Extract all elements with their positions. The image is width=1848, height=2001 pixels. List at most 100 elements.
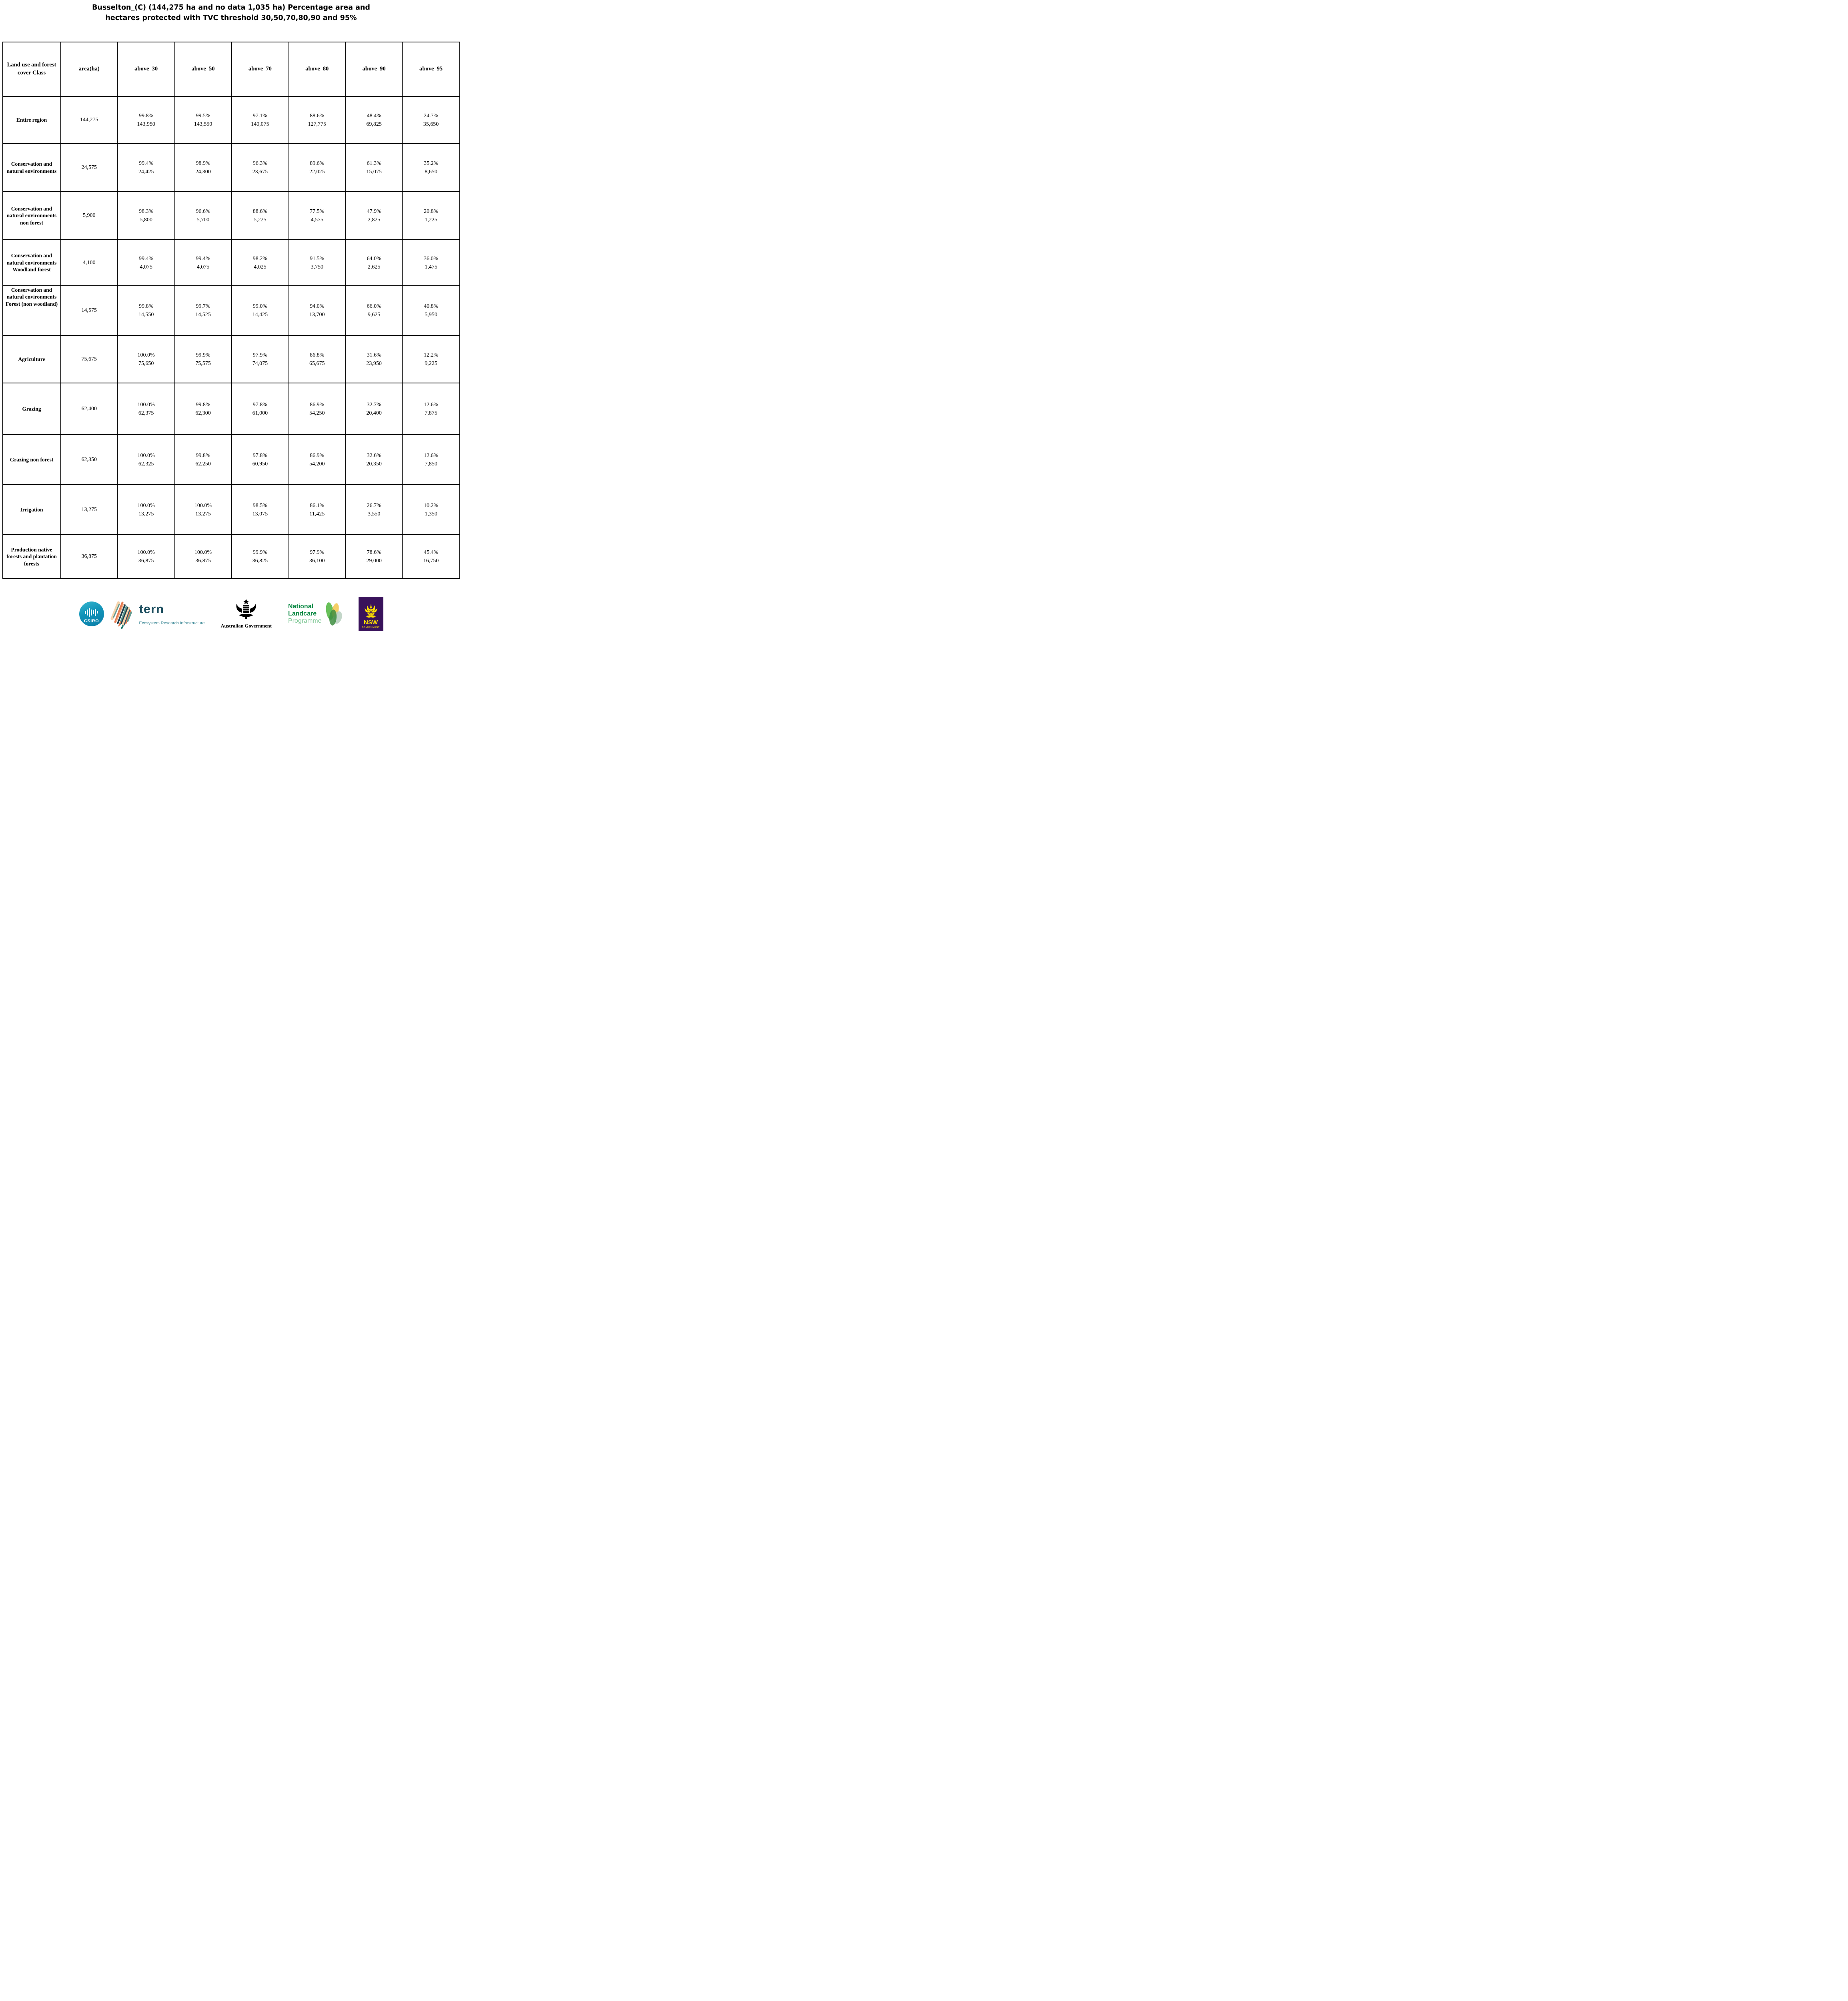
data-cell: 48.4% 69,825 <box>345 96 403 144</box>
row-label: Agriculture <box>2 335 61 383</box>
row-label: Conservation and natural environments Fo… <box>2 285 61 336</box>
logo-footer: CSIRO tern Ecosystem Research Infra <box>0 595 462 632</box>
data-cell: 100.0% 13,275 <box>117 484 175 535</box>
nsw-label: NSW <box>364 619 378 626</box>
data-cell: 98.3% 5,800 <box>117 191 175 240</box>
coat-of-arms-icon <box>236 599 256 619</box>
nlp-label-line3: Programme <box>288 617 322 624</box>
column-header-2: above_30 <box>117 42 175 97</box>
data-cell: 99.0% 14,425 <box>231 285 289 336</box>
row-label: Conservation and natural environments Wo… <box>2 239 61 286</box>
csiro-waveform-icon <box>85 607 98 618</box>
data-cell: 96.6% 5,700 <box>174 191 232 240</box>
data-cell: 99.5% 143,550 <box>174 96 232 144</box>
table-row-8: Irrigation 13,275 100.0% 13,275 100.0% 13,275… <box>2 484 460 535</box>
row-label: Irrigation <box>2 484 61 535</box>
data-cell: 10.2% 1,350 <box>402 484 460 535</box>
table-row-1: Conservation and natural environments 24,… <box>2 143 460 192</box>
data-cell: 47.9% 2,825 <box>345 191 403 240</box>
table-header-row: Land use and forest cover Class area(ha) a… <box>2 42 460 97</box>
data-cell: 99.4% 4,075 <box>117 239 175 286</box>
data-cell: 66.0% 9,625 <box>345 285 403 336</box>
data-cell: 20.8% 1,225 <box>402 191 460 240</box>
landcare-leaves-icon <box>326 602 342 626</box>
tern-subtitle: Ecosystem Research Infrastructure <box>139 620 205 626</box>
row-label: Production native forests and plantation… <box>2 534 61 579</box>
data-cell: 32.6% 20,350 <box>345 434 403 485</box>
data-cell: 98.5% 13,075 <box>231 484 289 535</box>
csiro-logo: CSIRO <box>79 602 104 626</box>
area-cell: 144,275 <box>60 96 118 144</box>
area-cell: 62,400 <box>60 383 118 435</box>
data-cell: 86.9% 54,250 <box>288 383 346 435</box>
table-row-0: Entire region 144,275 99.8% 143,950 99.5% 143… <box>2 96 460 144</box>
data-cell: 97.8% 61,000 <box>231 383 289 435</box>
data-cell: 88.6% 5,225 <box>231 191 289 240</box>
data-cell: 77.5% 4,575 <box>288 191 346 240</box>
waratah-icon <box>364 604 377 618</box>
area-cell: 75,675 <box>60 335 118 383</box>
data-cell: 89.6% 22,025 <box>288 143 346 192</box>
data-cell: 96.3% 23,675 <box>231 143 289 192</box>
australian-government-logo: Australian Government <box>220 599 272 629</box>
data-cell: 99.8% 62,300 <box>174 383 232 435</box>
data-cell: 86.8% 65,675 <box>288 335 346 383</box>
tern-logo: tern Ecosystem Research Infrastructure <box>139 603 205 626</box>
data-cell: 36.0% 1,475 <box>402 239 460 286</box>
data-cell: 97.9% 36,100 <box>288 534 346 579</box>
data-cell: 100.0% 36,875 <box>174 534 232 579</box>
data-cell: 99.7% 14,525 <box>174 285 232 336</box>
data-cell: 100.0% 75,650 <box>117 335 175 383</box>
page-title: Busselton_(C) (144,275 ha and no data 1,… <box>0 2 462 24</box>
report-page: Busselton_(C) (144,275 ha and no data 1,… <box>0 0 462 632</box>
australian-government-label: Australian Government <box>220 623 272 629</box>
data-cell: 99.4% 24,425 <box>117 143 175 192</box>
data-cell: 100.0% 62,375 <box>117 383 175 435</box>
data-cell: 86.1% 11,425 <box>288 484 346 535</box>
data-cell: 88.6% 127,775 <box>288 96 346 144</box>
data-cell: 94.0% 13,700 <box>288 285 346 336</box>
table-row-6: Grazing 62,400 100.0% 62,375 99.8% 62,300 97.8… <box>2 383 460 435</box>
column-header-7: above_95 <box>402 42 460 97</box>
column-header-6: above_90 <box>345 42 403 97</box>
data-cell: 40.8% 5,950 <box>402 285 460 336</box>
row-label: Grazing <box>2 383 61 435</box>
data-cell: 45.4% 16,750 <box>402 534 460 579</box>
tern-wordmark: tern <box>139 602 164 616</box>
national-landcare-programme-logo: National Landcare Programme <box>288 602 344 626</box>
area-cell: 4,100 <box>60 239 118 286</box>
area-cell: 13,275 <box>60 484 118 535</box>
table-row-4: Conservation and natural environments Fo… <box>2 285 460 336</box>
data-cell: 97.1% 140,075 <box>231 96 289 144</box>
data-cell: 32.7% 20,400 <box>345 383 403 435</box>
column-header-0: Land use and forest cover Class <box>2 42 61 97</box>
data-cell: 100.0% 62,325 <box>117 434 175 485</box>
data-cell: 98.9% 24,300 <box>174 143 232 192</box>
area-cell: 62,350 <box>60 434 118 485</box>
nlp-label-line2: Landcare <box>288 610 317 618</box>
column-header-5: above_80 <box>288 42 346 97</box>
row-label: Conservation and natural environments no… <box>2 191 61 240</box>
column-header-3: above_50 <box>174 42 232 97</box>
data-cell: 99.8% 143,950 <box>117 96 175 144</box>
row-label: Grazing non forest <box>2 434 61 485</box>
aboriginal-art-australia-map-icon <box>110 601 132 629</box>
data-cell: 91.5% 3,750 <box>288 239 346 286</box>
data-cell: 12.6% 7,875 <box>402 383 460 435</box>
nlp-label-line1: National <box>288 603 314 610</box>
data-cell: 97.8% 60,950 <box>231 434 289 485</box>
row-label: Conservation and natural environments <box>2 143 61 192</box>
data-cell: 99.9% 75,575 <box>174 335 232 383</box>
area-cell: 24,575 <box>60 143 118 192</box>
data-cell: 64.0% 2,625 <box>345 239 403 286</box>
data-cell: 61.3% 15,075 <box>345 143 403 192</box>
data-cell: 86.9% 54,200 <box>288 434 346 485</box>
page-title-line1: Busselton_(C) (144,275 ha and no data 1,… <box>92 4 370 12</box>
nsw-government-logo: NSW GOVERNMENT <box>358 597 383 631</box>
data-cell: 100.0% 13,275 <box>174 484 232 535</box>
row-label: Entire region <box>2 96 61 144</box>
table-body: Entire region 144,275 99.8% 143,950 99.5% 143… <box>2 96 460 579</box>
csiro-label: CSIRO <box>84 619 99 624</box>
table-row-9: Production native forests and plantation… <box>2 534 460 579</box>
area-cell: 14,575 <box>60 285 118 336</box>
